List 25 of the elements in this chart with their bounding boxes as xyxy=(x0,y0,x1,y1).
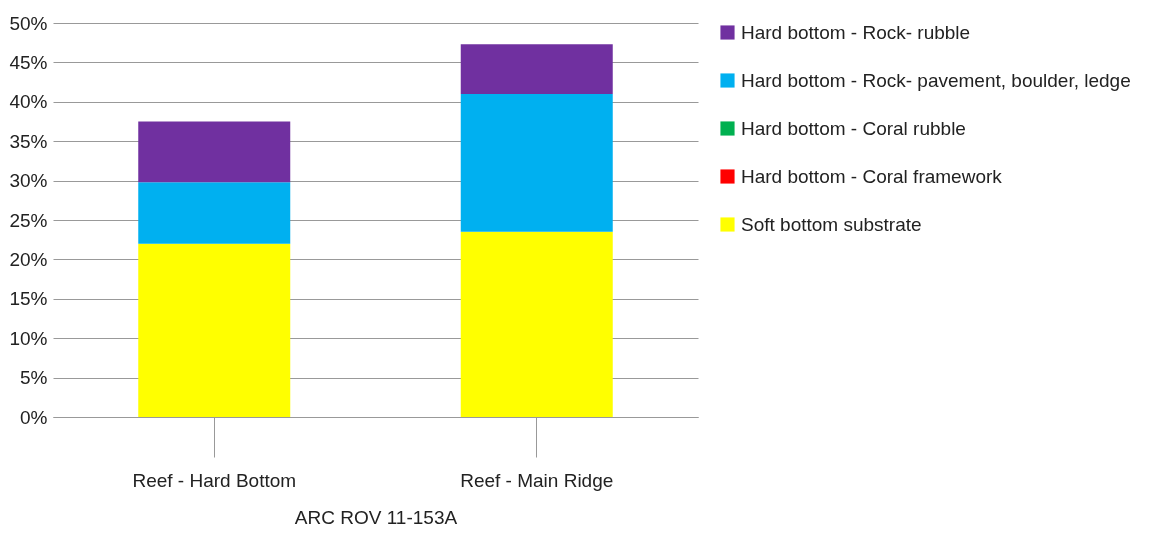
x-tick-label: Reef - Main Ridge xyxy=(460,469,614,491)
y-tick-label: 45% xyxy=(9,51,48,73)
legend-label: Hard bottom - Coral framework xyxy=(741,165,1003,187)
bar xyxy=(138,243,291,417)
y-tick-label: 50% xyxy=(9,12,48,34)
bar xyxy=(138,121,291,183)
bar xyxy=(138,182,291,244)
x-tick-label: Reef - Hard Bottom xyxy=(132,469,297,491)
legend-label: Soft bottom substrate xyxy=(741,213,922,235)
legend-label: Hard bottom - Rock- rubble xyxy=(741,21,971,43)
y-tick-label: 20% xyxy=(9,248,48,270)
bar xyxy=(460,44,613,94)
bar xyxy=(460,231,613,417)
y-tick-label: 30% xyxy=(9,170,48,192)
y-tick-label: 25% xyxy=(9,209,48,231)
legend-label: Hard bottom - Rock- pavement, boulder, ledge xyxy=(741,69,1131,91)
bar xyxy=(460,93,613,232)
legend-label: Hard bottom - Coral rubble xyxy=(741,117,966,139)
y-tick-label: 5% xyxy=(20,367,48,389)
y-tick-label: 15% xyxy=(9,288,48,310)
y-tick-label: 35% xyxy=(9,130,48,152)
y-tick-label: 10% xyxy=(9,327,48,349)
y-tick-label: 40% xyxy=(9,91,48,113)
x-axis-title: ARC ROV 11-153A xyxy=(294,506,458,528)
y-tick-label: 0% xyxy=(20,406,48,428)
